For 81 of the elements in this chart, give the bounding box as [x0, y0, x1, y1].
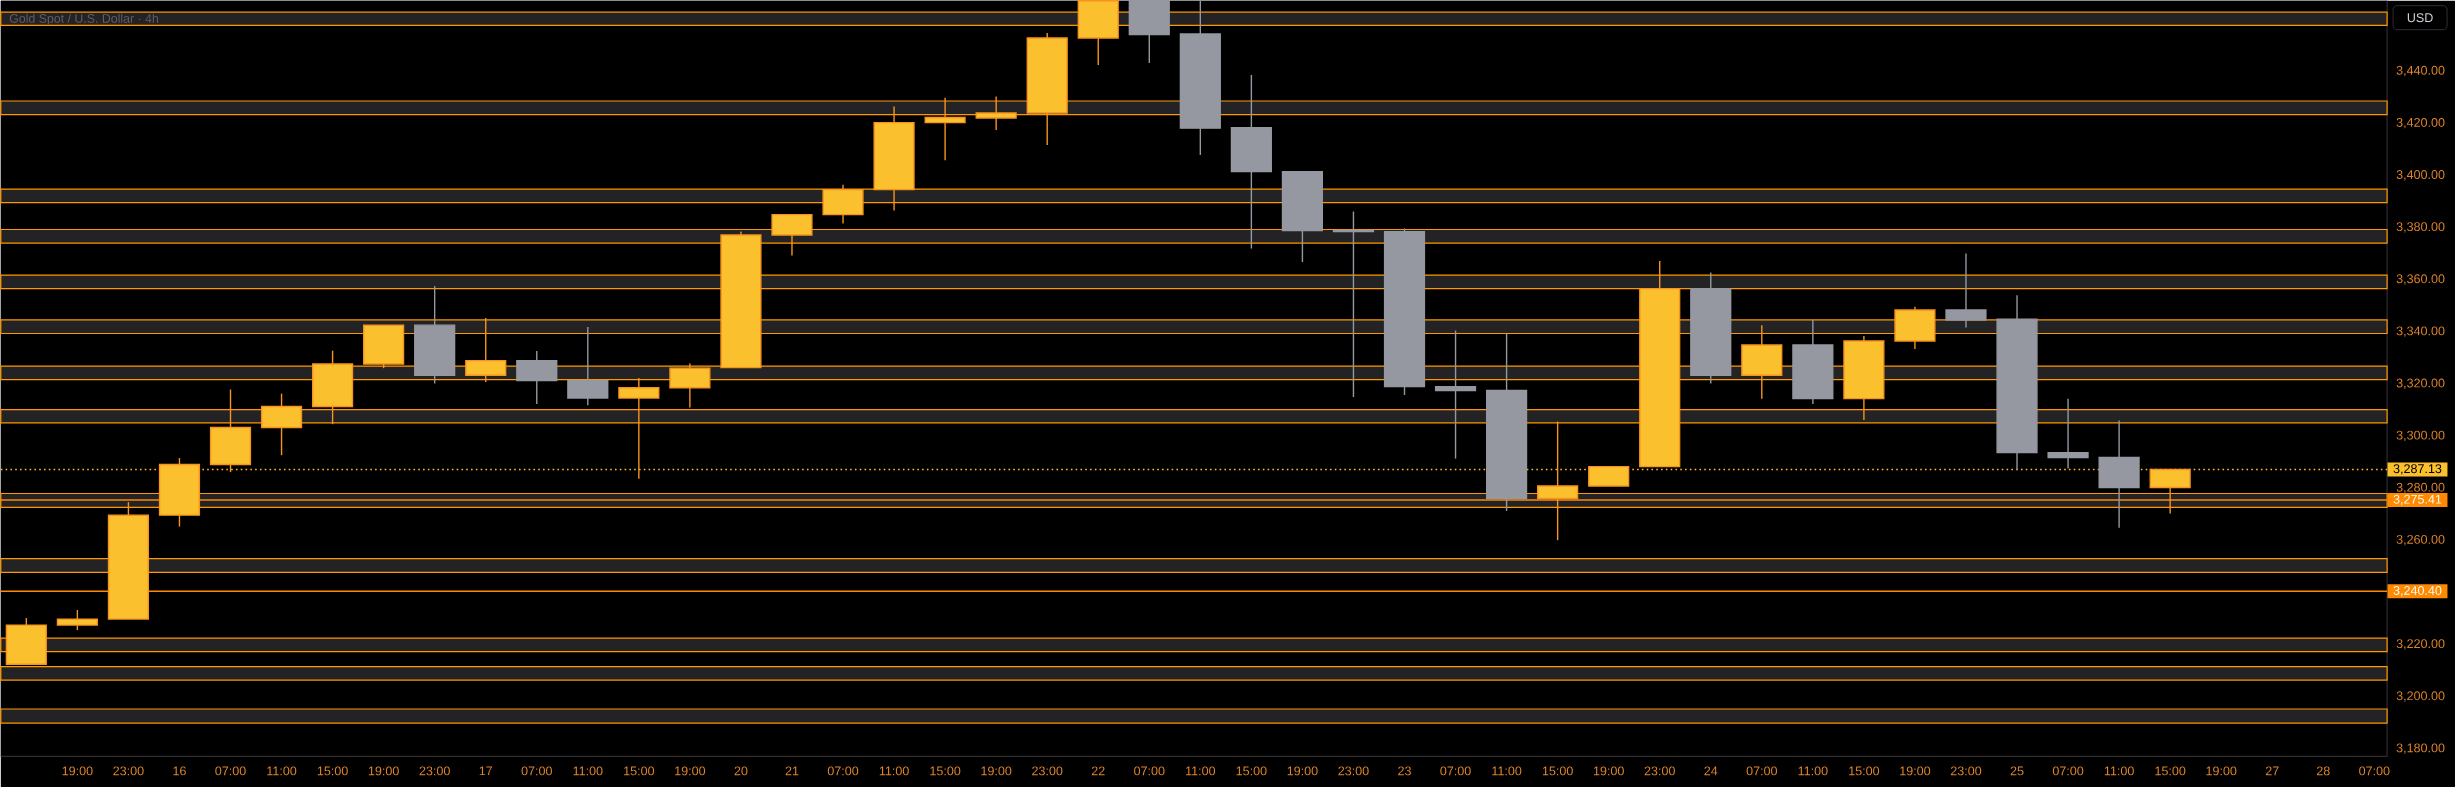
y-tick-label: 3,220.00: [2396, 638, 2445, 650]
candlestick: [975, 95, 1017, 131]
candlestick: [1026, 32, 1068, 146]
x-tick-label: 23:00: [419, 766, 450, 776]
x-tick-label: 07:00: [1440, 766, 1471, 776]
x-tick-label: 23:00: [1644, 766, 1675, 776]
x-tick-label: 21: [785, 766, 799, 776]
y-tick-label: 3,440.00: [2396, 65, 2445, 77]
x-tick-label: 23:00: [1032, 766, 1063, 776]
x-tick-label: 11:00: [2104, 766, 2134, 776]
x-tick-label: 19:00: [981, 766, 1012, 776]
x-tick-label: 23:00: [113, 766, 144, 776]
x-tick-label: 07:00: [827, 766, 859, 776]
y-tick-label: 3,340.00: [2396, 326, 2445, 337]
x-tick-label: 15:00: [317, 766, 348, 776]
candlestick: [1741, 324, 1783, 400]
x-tick-label: 19:00: [1593, 766, 1624, 776]
x-tick-label: 19:00: [1287, 766, 1318, 776]
x-tick-label: 11:00: [1186, 766, 1216, 776]
y-tick-label: 3,280.00: [2396, 482, 2445, 493]
candlestick: [1843, 335, 1885, 421]
x-tick-label: 19:00: [675, 766, 706, 776]
y-tick-label: 3,180.00: [2396, 743, 2445, 754]
ref-line-label: 3,240.40: [2393, 585, 2442, 597]
x-tick-label: 15:00: [1849, 766, 1880, 776]
x-tick-label: 11:00: [879, 766, 909, 776]
x-tick-label: 27: [2265, 766, 2279, 776]
x-tick-label: 19:00: [62, 766, 93, 776]
candlestick: [1230, 74, 1272, 250]
x-tick-label: 15:00: [1542, 766, 1573, 776]
x-tick-label: 22: [1091, 766, 1105, 776]
text: Gold Spot / U.S. Dollar · 4h: [9, 13, 159, 26]
x-tick-label: 23:00: [1950, 766, 1982, 776]
x-tick-label: 11:00: [1492, 766, 1522, 776]
y-tick-label: 3,420.00: [2396, 117, 2445, 129]
y-tick-label: 3,360.00: [2396, 274, 2445, 285]
candlestick: [669, 362, 711, 408]
x-tick-label: 11:00: [267, 766, 297, 776]
x-tick-label: 11:00: [573, 766, 603, 776]
x-tick-label: 07:00: [1746, 766, 1778, 776]
x-tick-label: 11:00: [1798, 766, 1828, 776]
candlestick: [822, 183, 864, 224]
x-tick-label: 07:00: [2052, 766, 2084, 776]
candlestick: [1945, 252, 1987, 328]
ref-line-label: 3,275.41: [2393, 494, 2442, 505]
y-tick-label: 3,380.00: [2396, 222, 2445, 233]
x-tick-label: 15:00: [2155, 766, 2186, 776]
x-tick-label: 15:00: [624, 766, 655, 776]
x-tick-label: 23: [1398, 766, 1411, 776]
x-tick-label: 28: [2316, 766, 2330, 776]
x-tick-label: 20: [734, 766, 748, 776]
candlestick: [2047, 397, 2089, 469]
x-tick-label: 16: [173, 766, 186, 776]
x-tick-label: 15:00: [930, 766, 961, 776]
candlestick: [2098, 419, 2140, 529]
x-tick-label: 19:00: [1900, 766, 1931, 776]
candlestick: [873, 105, 915, 211]
x-tick-label: 23:00: [1338, 766, 1369, 776]
x-tick-label: 25: [2010, 766, 2024, 776]
candlestick: [567, 326, 609, 406]
x-tick-label: 24: [1704, 766, 1718, 776]
x-tick-label: 15:00: [1236, 766, 1267, 776]
candlestick: [1434, 329, 1477, 460]
y-tick-label: 3,200.00: [2396, 691, 2445, 702]
candlestick: [1792, 319, 1834, 405]
candlestick: [924, 96, 966, 161]
y-tick-label: 3,320.00: [2396, 378, 2445, 389]
x-tick-label: 07:00: [1134, 766, 1165, 776]
x-tick-label: 07:00: [215, 766, 246, 776]
x-tick-label: 07:00: [521, 766, 552, 776]
x-tick-label: 07:00: [2359, 766, 2390, 776]
candlestick: [1179, 0, 1221, 156]
y-tick-label: 3,300.00: [2396, 430, 2445, 441]
x-tick-label: 17: [479, 766, 493, 775]
y-tick-label: 3,260.00: [2396, 534, 2445, 546]
x-tick-label: 19:00: [2206, 766, 2237, 776]
ref-line-label: 3,287.13: [2393, 464, 2442, 475]
y-tick-label: 3,400.00: [2396, 169, 2445, 181]
candlestick: [1996, 294, 2038, 471]
x-tick-label: 19:00: [368, 766, 399, 776]
y-axis-title: USD: [2407, 13, 2433, 22]
